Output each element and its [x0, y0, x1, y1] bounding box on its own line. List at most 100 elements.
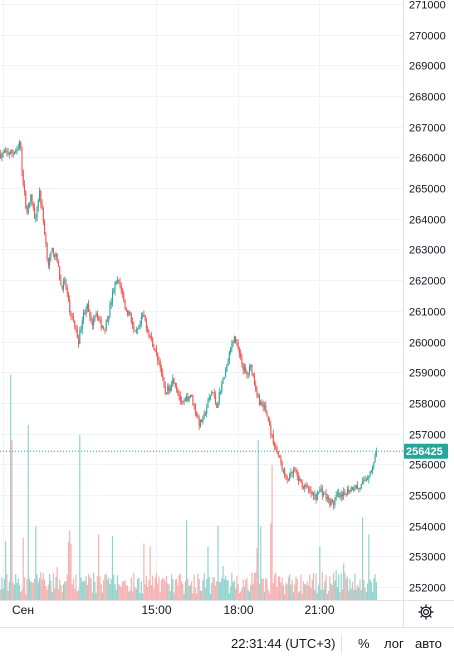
volume-bar [17, 578, 19, 600]
price-tick-label: 254000 [409, 522, 446, 534]
candle-body [99, 319, 101, 321]
volume-bar [49, 573, 51, 600]
candle-body [44, 221, 46, 235]
price-axis[interactable]: 252000 253000 254000 255000 256000 257000 2580… [409, 0, 446, 595]
candle-body [225, 371, 227, 378]
candle-body [66, 287, 68, 294]
candle-body [271, 434, 273, 436]
candle-body [261, 402, 263, 405]
volume-bar [56, 567, 58, 600]
volume-bar [57, 589, 60, 600]
candle-body [32, 204, 34, 208]
candle-body [374, 454, 376, 463]
volume-bar [126, 585, 129, 600]
volume-bar [263, 591, 266, 600]
volume-bar [373, 578, 375, 600]
candle-body [356, 485, 359, 489]
volume-bar [286, 584, 288, 600]
time-axis[interactable]: Сен 15:00 18:00 21:00 [12, 603, 335, 617]
volume-bar [71, 584, 73, 600]
candle-body [217, 401, 219, 408]
candle-body [269, 421, 271, 425]
candle-body [119, 281, 121, 286]
volume-bar [175, 579, 178, 600]
volume-bar [261, 578, 263, 600]
candle-body [94, 315, 96, 320]
volume-bar [227, 580, 229, 600]
volume-bar [54, 588, 56, 600]
candle-body [164, 386, 166, 394]
volume-bar [121, 581, 124, 600]
candle-body [98, 318, 100, 320]
volume-bar [70, 543, 72, 600]
candle-body [237, 343, 239, 350]
volume-bar [223, 579, 225, 600]
candle-body [212, 392, 214, 394]
volume-bar [106, 579, 109, 600]
volume-bar [150, 585, 153, 600]
volume-bar [314, 590, 316, 600]
gear-icon[interactable] [417, 603, 435, 621]
volume-bar [125, 585, 127, 600]
price-tick-label: 255000 [409, 491, 446, 503]
volume-bar [240, 591, 242, 600]
volume-bar [320, 589, 322, 600]
candle-body [27, 203, 29, 213]
volume-bar [355, 589, 357, 600]
volume-bar [79, 435, 81, 600]
clock-timezone[interactable]: 22:31:44 (UTC+3) [231, 636, 336, 651]
candle-body [351, 487, 354, 491]
volume-bar [115, 589, 117, 600]
candle-body [21, 146, 23, 172]
candle-body [315, 495, 317, 501]
volume-bar [316, 593, 318, 600]
candle-body [211, 392, 213, 396]
volume-bar [217, 525, 219, 600]
candle-body [162, 373, 164, 378]
candle-body [3, 152, 5, 154]
candle-body [10, 150, 12, 154]
candle-body [165, 393, 168, 395]
volume-bar [130, 577, 132, 600]
candle-body [365, 479, 367, 481]
chart[interactable]: 252000 253000 254000 255000 256000 257000 2580… [0, 0, 454, 627]
candle-body [341, 494, 343, 497]
candle-body [138, 326, 140, 330]
candle-body [214, 395, 217, 403]
volume-bar [315, 573, 317, 600]
volume-bar [202, 580, 204, 600]
candle-body [340, 494, 342, 498]
log-toggle[interactable]: лог [384, 636, 404, 651]
percent-toggle[interactable]: % [358, 636, 370, 651]
price-tick-label: 264000 [409, 215, 446, 227]
volume-bar [94, 581, 96, 600]
candle-body [318, 491, 320, 493]
time-tick-label: Сен [12, 603, 34, 617]
volume-bar [343, 563, 345, 600]
volume-bar [285, 583, 287, 600]
volume-bar [142, 593, 144, 600]
volume-bar [356, 584, 359, 600]
volume-bar [16, 582, 18, 600]
price-tick-label: 266000 [409, 153, 446, 165]
candle-body [50, 251, 52, 258]
volume-bar [207, 546, 209, 600]
candle-body [282, 469, 284, 471]
volume-bar [365, 592, 367, 600]
candle-body [232, 341, 234, 345]
auto-toggle[interactable]: авто [415, 636, 442, 651]
candle-body [88, 303, 90, 312]
candle-body [74, 321, 76, 327]
candle-body [235, 336, 237, 343]
volume-bar [133, 572, 135, 600]
volume-bar [40, 572, 42, 600]
candle-body [91, 322, 93, 326]
volume-bar [203, 573, 205, 600]
volume-bar [96, 576, 98, 600]
volume-bar [260, 526, 262, 600]
volume-bar [310, 587, 312, 600]
candle-body [80, 329, 82, 331]
price-tick-label: 271000 [409, 0, 446, 12]
volume-bar [134, 587, 136, 600]
volume-bar [228, 593, 230, 600]
